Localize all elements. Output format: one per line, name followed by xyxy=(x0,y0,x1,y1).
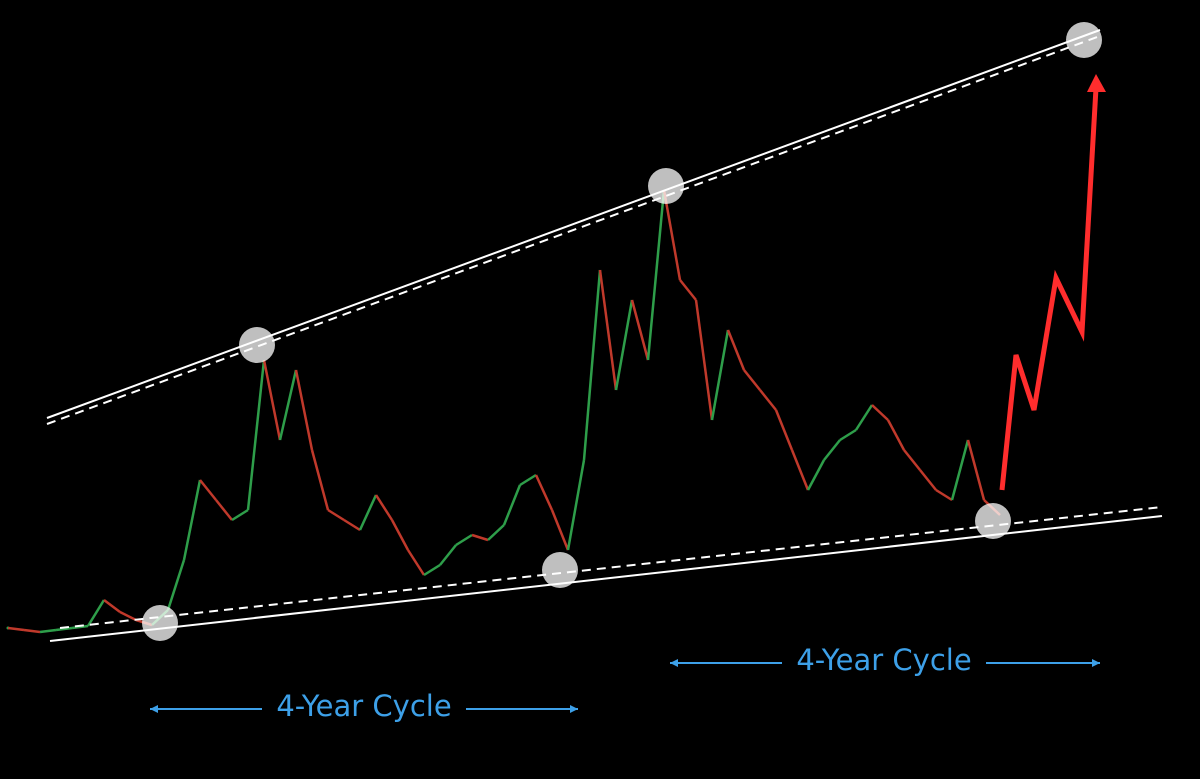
price-segment xyxy=(71,624,89,630)
lower-trendline xyxy=(49,515,1163,642)
price-segment xyxy=(550,509,570,551)
price-segment xyxy=(886,419,906,451)
price-segment xyxy=(966,439,986,501)
touch-point xyxy=(142,605,178,641)
cycle-arrow-head xyxy=(570,705,578,713)
price-segment xyxy=(358,494,378,531)
price-segment xyxy=(823,439,841,461)
price-segment xyxy=(566,459,586,551)
upper-trendline-dashed xyxy=(46,35,1101,425)
price-segment xyxy=(726,329,746,371)
price-segment xyxy=(679,279,697,301)
price-segment xyxy=(55,626,73,632)
price-segment xyxy=(694,299,714,421)
price-segment xyxy=(310,449,330,511)
price-segment xyxy=(262,359,282,441)
price-segment xyxy=(790,449,810,491)
price-segment xyxy=(806,459,826,491)
price-segment xyxy=(166,559,186,611)
price-segment xyxy=(502,484,522,526)
price-segment xyxy=(662,189,682,281)
cycle-label: 4-Year Cycle xyxy=(276,689,451,723)
price-segment xyxy=(759,389,777,411)
price-segment xyxy=(455,533,473,547)
touch-point xyxy=(648,168,684,204)
price-segment xyxy=(246,359,266,511)
cycle-annotation: 4-Year Cycle xyxy=(670,643,1100,677)
price-segment xyxy=(7,626,25,632)
arrow-head xyxy=(1087,74,1106,92)
price-series xyxy=(6,189,1001,634)
price-segment xyxy=(534,474,554,511)
price-segment xyxy=(406,549,426,576)
price-segment xyxy=(294,369,314,451)
price-segment xyxy=(390,519,410,551)
price-segment xyxy=(630,299,650,361)
price-segment xyxy=(950,439,970,501)
price-segment xyxy=(871,404,889,421)
price-segment xyxy=(374,494,394,521)
touch-point xyxy=(542,552,578,588)
upper-trendline xyxy=(46,29,1101,419)
price-segment xyxy=(103,599,121,613)
projection-arrow xyxy=(999,87,1099,491)
touch-point xyxy=(239,327,275,363)
price-segment xyxy=(903,449,921,471)
price-segment xyxy=(710,329,730,421)
price-segment xyxy=(614,299,634,391)
price-segment xyxy=(774,409,794,451)
price-segment xyxy=(487,524,505,541)
price-segment xyxy=(854,404,874,431)
price-segment xyxy=(935,488,953,502)
cycle-arrow-head xyxy=(670,659,678,667)
price-segment xyxy=(519,473,537,487)
price-segment xyxy=(598,269,618,391)
price-segment xyxy=(646,189,666,361)
price-segment xyxy=(839,428,857,442)
touch-point xyxy=(1066,22,1102,58)
cycle-label: 4-Year Cycle xyxy=(796,643,971,677)
price-segment xyxy=(215,499,233,521)
price-segment xyxy=(919,469,937,491)
price-segment xyxy=(86,599,106,627)
price-segment xyxy=(439,544,457,566)
price-segment xyxy=(199,479,217,501)
price-segment xyxy=(23,628,41,634)
cycle-annotation: 4-Year Cycle xyxy=(150,689,578,723)
price-segment xyxy=(231,508,249,522)
price-segment xyxy=(471,533,489,542)
price-segment xyxy=(182,479,202,561)
price-segment xyxy=(582,269,602,461)
price-segment xyxy=(39,628,57,634)
cycle-arrow-head xyxy=(150,705,158,713)
cycle-arrow-head xyxy=(1092,659,1100,667)
price-segment xyxy=(343,518,361,532)
price-segment xyxy=(119,610,137,622)
touch-points xyxy=(142,22,1102,641)
price-segment xyxy=(743,369,761,391)
touch-point xyxy=(975,503,1011,539)
price-segment xyxy=(327,508,345,522)
price-segment xyxy=(278,369,298,441)
price-segment xyxy=(423,563,441,577)
